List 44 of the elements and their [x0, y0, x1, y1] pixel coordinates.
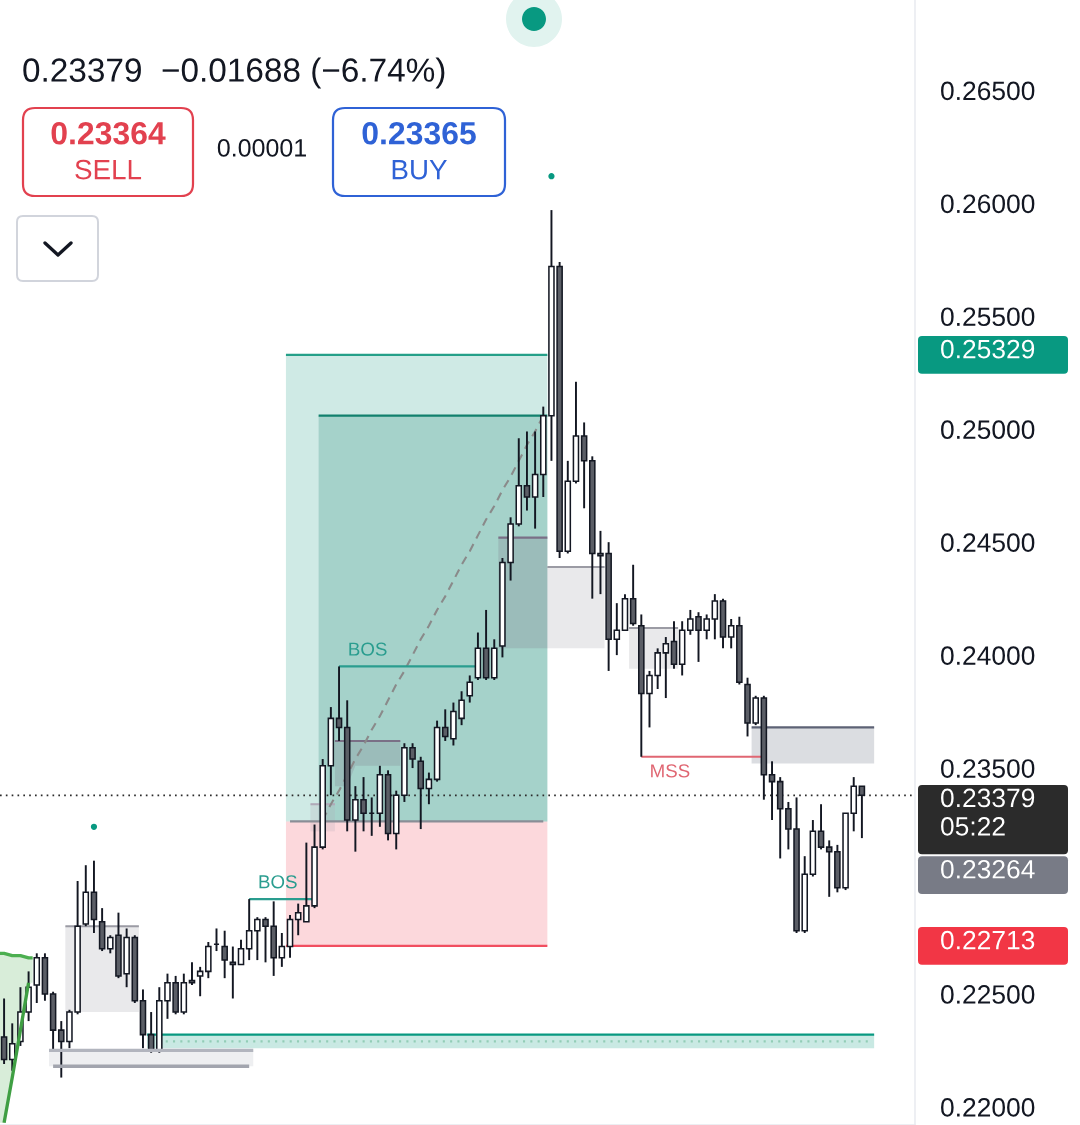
candlestick — [817, 803, 825, 851]
candlestick — [0, 997, 8, 1065]
y-tick-label: 0.23500 — [941, 759, 1035, 778]
y-tick-label: 0.26000 — [941, 194, 1035, 214]
candlestick — [294, 902, 302, 937]
candlestick — [466, 674, 474, 704]
candlestick — [613, 602, 621, 657]
annotation: SELL — [75, 159, 142, 180]
candlestick — [662, 636, 670, 700]
candlestick — [237, 938, 245, 966]
annotation: 0.23365 — [362, 121, 476, 145]
candlestick — [278, 932, 286, 968]
y-tick-label: 0.22500 — [941, 985, 1035, 1004]
candlestick — [335, 665, 343, 742]
text: BOS — [349, 642, 387, 656]
y-tick-label: 0.25500 — [941, 307, 1035, 327]
text: 0.23379 −0.01688 (−6.74%) — [23, 57, 445, 89]
annotation: BUY — [392, 160, 447, 180]
candlestick — [245, 898, 253, 962]
y-tick-label: 0.22000 — [941, 1098, 1035, 1117]
y-tick-label: 0.26500 — [941, 81, 1035, 101]
annotation: 0.23364 — [51, 121, 166, 145]
annotation: 0.00001 — [217, 139, 306, 157]
text: 0.25329 — [941, 339, 1035, 359]
text: 0.22713 — [941, 930, 1035, 950]
candlestick — [8, 1022, 16, 1072]
candlestick — [196, 965, 204, 998]
y-tick-label: 0.24000 — [941, 646, 1035, 665]
series-label: MSS — [651, 764, 690, 778]
candlestick — [768, 760, 776, 821]
y-tick-label: 0.24500 — [941, 533, 1035, 552]
line-series — [2, 981, 31, 1125]
candlestick — [425, 771, 433, 806]
text: 0.23264 — [941, 859, 1035, 879]
candlestick — [711, 593, 719, 641]
ref-line-label: 0.23379 05:22 — [941, 788, 1035, 836]
candlestick — [221, 929, 228, 980]
candlestick — [531, 430, 539, 530]
candlestick — [670, 620, 678, 670]
series-label: BOS — [259, 875, 297, 889]
y-tick-label: 0.25000 — [941, 420, 1035, 440]
candlestick — [858, 785, 866, 840]
candlestick — [727, 618, 735, 650]
candlestick — [523, 430, 531, 512]
